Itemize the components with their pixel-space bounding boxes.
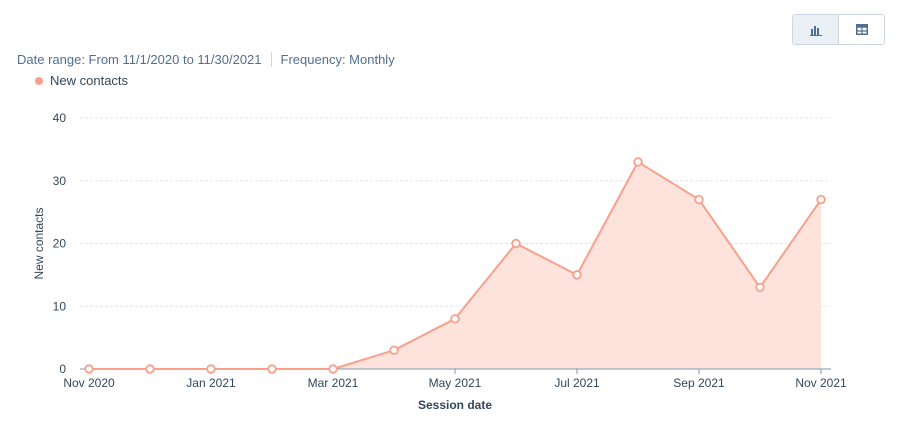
table-icon [855,24,868,35]
y-tick-label: 10 [53,299,67,313]
date-range-text: Date range: From 11/1/2020 to 11/30/2021 [17,52,262,67]
x-tick-label: Sep 2021 [673,376,725,390]
view-toggle [792,14,885,45]
legend-swatch [35,76,43,85]
y-tick-label: 30 [53,174,67,188]
x-tick-label: Nov 2021 [795,376,847,390]
bar-chart-icon [809,25,822,36]
x-tick-label: Nov 2020 [63,376,115,390]
meta-divider [270,52,272,67]
data-point[interactable] [511,238,521,249]
data-point[interactable] [572,270,582,280]
x-tick-label: May 2021 [429,376,482,390]
data-point[interactable] [267,364,277,374]
data-point[interactable] [328,364,338,374]
x-axis-title: Session date [418,398,492,412]
data-point[interactable] [450,314,460,324]
x-tick-label: Jan 2021 [186,376,236,390]
table-view-button[interactable] [839,15,884,44]
data-point[interactable] [389,345,399,355]
legend-label[interactable]: New contacts [50,73,129,88]
data-point[interactable] [145,364,155,374]
series-area [89,161,821,369]
x-tick-label: Mar 2021 [308,376,359,390]
data-point[interactable] [694,194,704,205]
report-meta: Date range: From 11/1/2020 to 11/30/2021… [17,52,395,67]
chart-view-button[interactable] [793,15,839,44]
data-point[interactable] [633,157,643,167]
frequency-text: Frequency: Monthly [280,52,395,67]
y-tick-label: 20 [53,237,67,251]
data-point[interactable] [84,364,94,374]
data-point[interactable] [755,282,765,293]
chart-legend: New contacts [35,73,128,88]
x-tick-label: Jul 2021 [554,376,600,390]
y-tick-label: 40 [53,111,67,125]
data-point[interactable] [206,364,216,374]
y-tick-label: 0 [59,362,66,376]
data-point[interactable] [816,194,826,205]
y-axis-title: New contacts [32,207,46,279]
